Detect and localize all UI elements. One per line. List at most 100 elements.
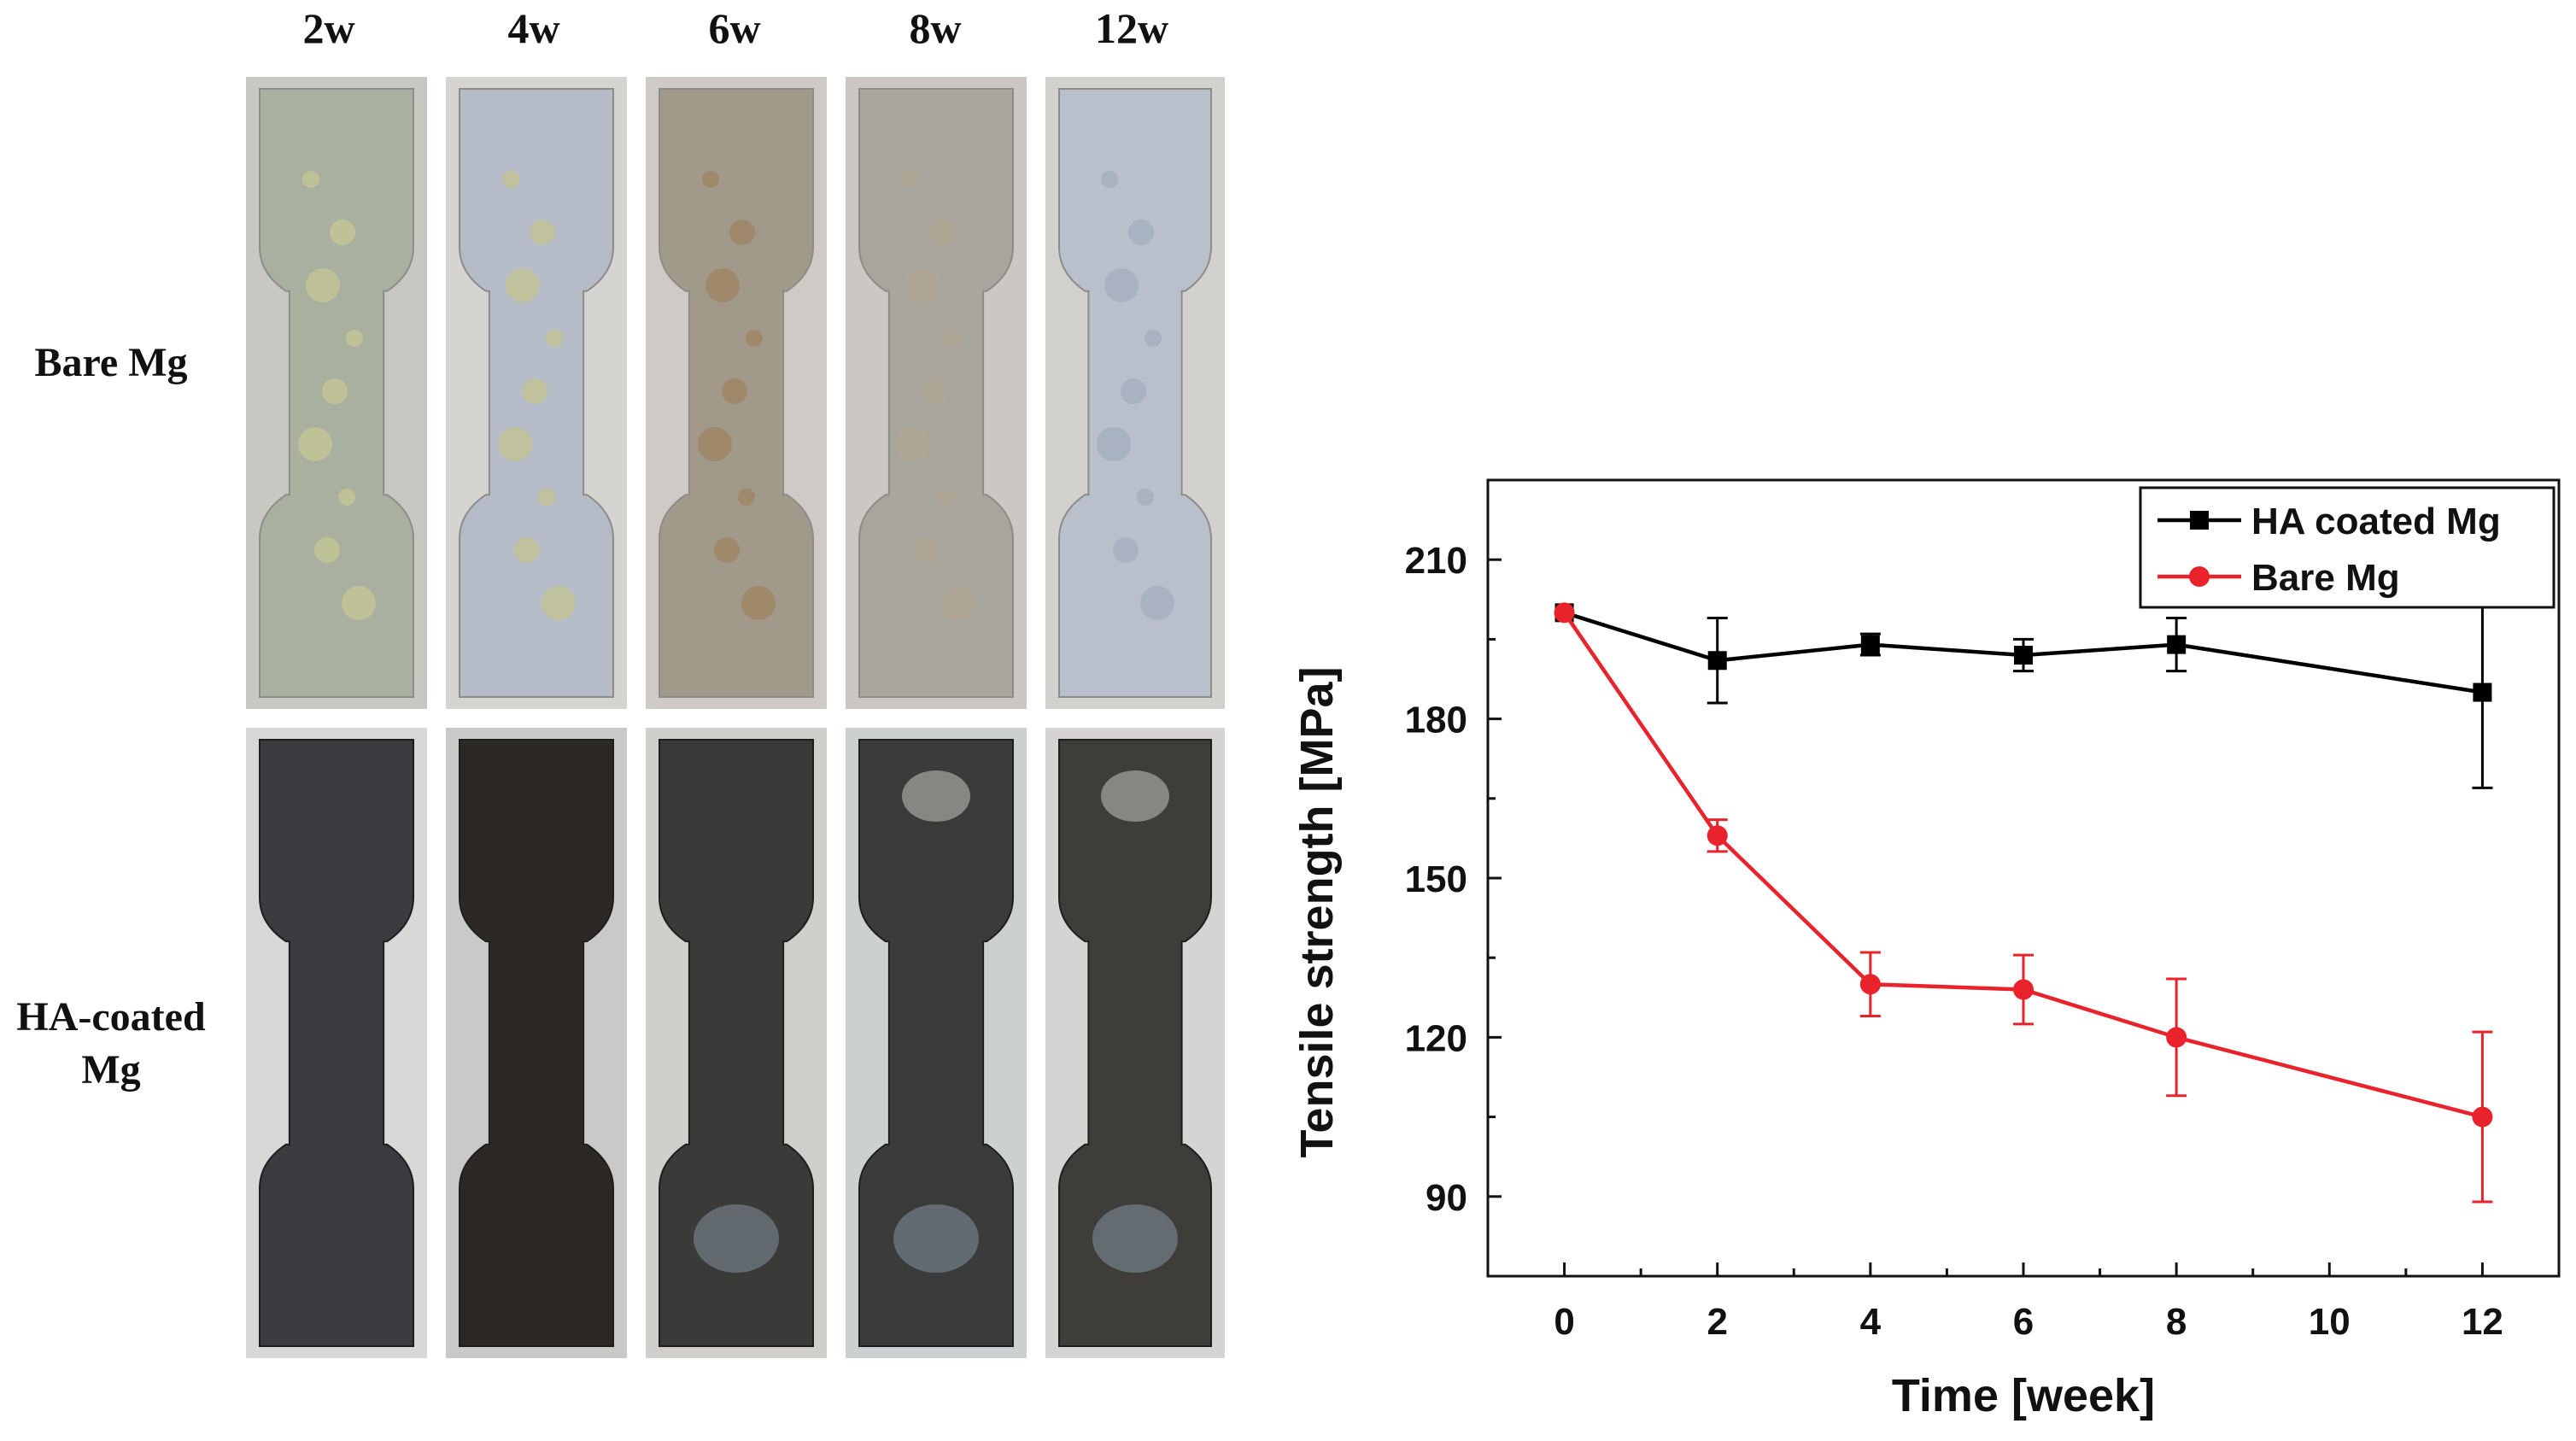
column-label-12w: 12w — [1094, 4, 1169, 52]
corrosion-spot — [938, 489, 955, 506]
corrosion-spot — [298, 427, 332, 461]
series-line — [1562, 612, 2483, 1119]
y-tick-label: 180 — [1405, 700, 1467, 741]
row-label-line: HA-coated — [16, 994, 206, 1040]
series-bare-mg — [1554, 602, 2493, 1204]
corrosion-spot — [714, 537, 740, 563]
corrosion-spot — [746, 330, 763, 347]
corrosion-spot — [306, 268, 340, 302]
corrosion-spot — [914, 537, 940, 563]
corrosion-spot — [542, 586, 576, 620]
corrosion-patch — [893, 1204, 979, 1273]
corrosion-spot — [1137, 489, 1154, 506]
row-label-ha-coated-mg: HA-coated Mg — [0, 991, 222, 1097]
legend-label: HA coated Mg — [2251, 501, 2501, 542]
dogbone-specimen — [1058, 739, 1212, 1347]
corrosion-spot — [338, 489, 355, 506]
corrosion-spot — [498, 427, 532, 461]
series-line — [1563, 611, 2483, 694]
corrosion-spot — [922, 378, 947, 404]
x-tick-label: 12 — [2462, 1301, 2503, 1343]
bare-mg-specimen-photo — [1045, 77, 1225, 709]
data-point — [1859, 974, 1881, 995]
ha-coated-mg-specimen-photo — [246, 728, 427, 1358]
data-point — [1707, 651, 1727, 671]
corrosion-spot — [902, 171, 919, 188]
corrosion-spot — [702, 171, 719, 188]
corrosion-spot — [741, 586, 776, 620]
bare-mg-specimen-photo — [846, 77, 1027, 709]
corrosion-patch — [902, 770, 970, 822]
column-label-8w: 8w — [909, 4, 962, 52]
column-label-6w: 6w — [708, 4, 761, 52]
corrosion-spot — [302, 171, 319, 188]
ha-coated-mg-specimen-photo — [646, 728, 827, 1358]
y-tick-label: 90 — [1426, 1177, 1467, 1219]
y-axis-label: Tensile strength [MPa] — [1291, 666, 1343, 1157]
x-tick-label: 8 — [2166, 1301, 2187, 1343]
corrosion-spot — [698, 427, 732, 461]
legend-box — [2139, 486, 2556, 609]
y-tick-label: 120 — [1405, 1017, 1467, 1059]
corrosion-spot — [738, 489, 755, 506]
corrosion-spot — [729, 220, 755, 245]
ha-coated-mg-specimen-photo — [446, 728, 627, 1358]
corrosion-spot — [1145, 330, 1162, 347]
data-point — [2473, 682, 2492, 702]
dogbone-specimen — [858, 739, 1014, 1347]
corrosion-spot — [314, 537, 340, 563]
corrosion-spot — [905, 268, 940, 302]
corrosion-spot — [929, 220, 955, 245]
corrosion-spot — [722, 378, 747, 404]
corrosion-patch — [1092, 1204, 1178, 1273]
x-tick-label: 2 — [1707, 1301, 1727, 1343]
corrosion-spot — [705, 268, 740, 302]
corrosion-spot — [1140, 586, 1174, 620]
x-tick-label: 10 — [2309, 1301, 2351, 1343]
y-tick-label: 150 — [1405, 858, 1467, 900]
y-tick-label: 210 — [1405, 540, 1467, 582]
ha-coated-mg-specimen-photo — [846, 728, 1027, 1358]
bare-mg-specimen-photo — [646, 77, 827, 709]
corrosion-spot — [502, 171, 519, 188]
x-tick-label: 6 — [2013, 1301, 2034, 1343]
corrosion-spot — [946, 330, 963, 347]
corrosion-spot — [941, 586, 975, 620]
bare-mg-specimen-photo — [246, 77, 427, 709]
corrosion-spot — [1128, 220, 1154, 245]
x-tick-label: 0 — [1554, 1301, 1574, 1343]
corrosion-spot — [898, 427, 932, 461]
legend-marker — [2190, 511, 2209, 530]
dogbone-specimen — [659, 739, 814, 1347]
corrosion-spot — [506, 268, 540, 302]
data-point — [2013, 979, 2034, 1000]
corrosion-spot — [1104, 268, 1139, 302]
corrosion-patch — [1101, 770, 1169, 822]
row-label-line: Mg — [81, 1047, 141, 1092]
data-point — [1707, 825, 1728, 846]
column-label-2w: 2w — [302, 4, 355, 52]
corrosion-spot — [546, 330, 563, 347]
corrosion-spot — [1113, 537, 1139, 563]
bare-mg-specimen-photo — [446, 77, 627, 709]
corrosion-spot — [1101, 171, 1118, 188]
corrosion-spot — [1121, 378, 1146, 404]
corrosion-spot — [342, 586, 376, 620]
series-ha-coated-mg — [1554, 595, 2493, 789]
corrosion-spot — [522, 378, 547, 404]
column-label-4w: 4w — [507, 4, 560, 52]
data-point — [2472, 1106, 2493, 1128]
corrosion-spot — [530, 220, 555, 245]
dogbone-specimen — [259, 739, 414, 1347]
x-axis-label: Time [week] — [1892, 1370, 2155, 1421]
legend-label: Bare Mg — [2251, 557, 2400, 599]
corrosion-spot — [330, 220, 355, 245]
row-label-line: Bare Mg — [34, 340, 188, 385]
specimen-photo-grid — [246, 77, 1225, 1358]
x-tick-label: 4 — [1860, 1301, 1882, 1343]
legend-marker — [2189, 566, 2210, 587]
corrosion-spot — [538, 489, 555, 506]
corrosion-patch — [694, 1204, 779, 1273]
row-label-bare-mg: Bare Mg — [0, 337, 222, 390]
